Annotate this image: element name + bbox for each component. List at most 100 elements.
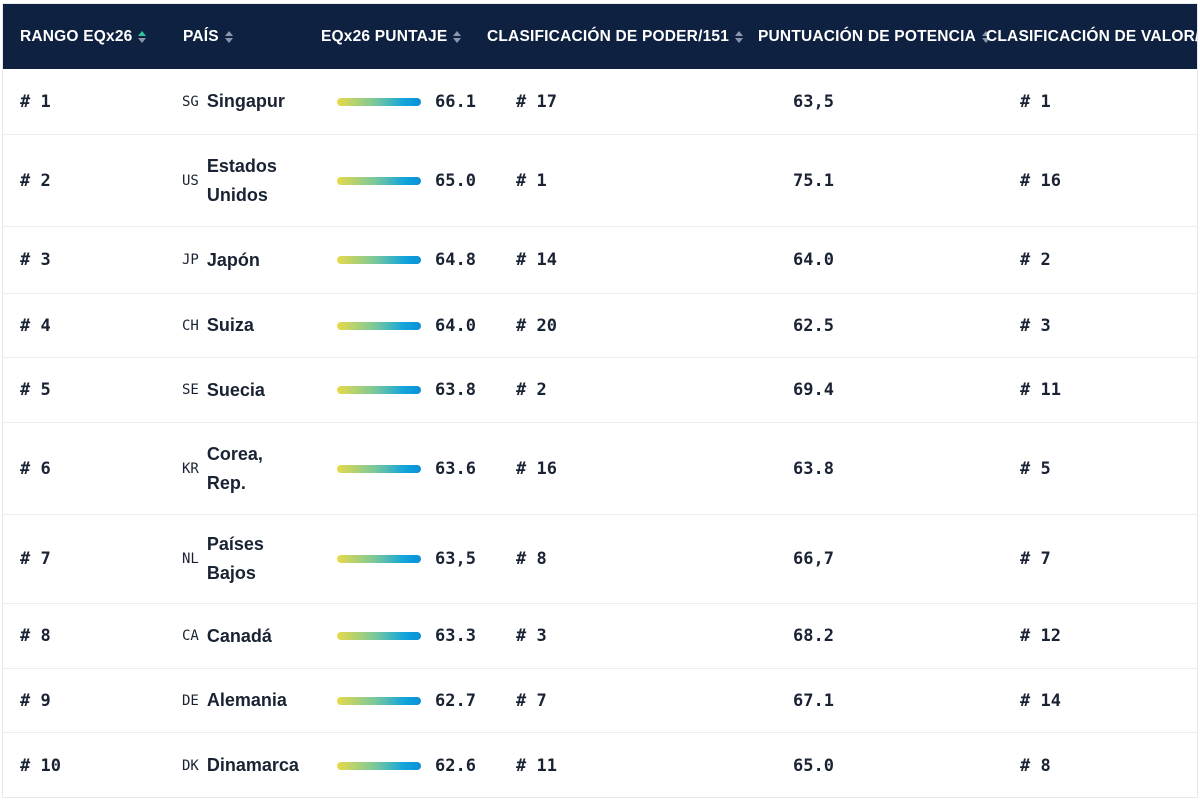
score-value: 66.1 <box>435 91 476 112</box>
power-rank-cell: # 11 <box>516 733 557 797</box>
country-cell[interactable]: JP Japón <box>182 227 299 293</box>
column-header-score-label: EQx26 PUNTAJE <box>321 27 448 45</box>
value-rank-value: # 16 <box>1020 170 1061 191</box>
rank-value: # 5 <box>20 380 51 400</box>
table-row[interactable]: # 8 CA Canadá 63.3 # 3 68.2 # 12 <box>3 604 1197 669</box>
rank-cell: # 9 <box>20 669 51 732</box>
rank-value: # 6 <box>20 458 51 479</box>
power-rank-cell: # 1 <box>516 135 547 226</box>
score-bar <box>337 696 421 705</box>
country-code: DK <box>182 757 199 774</box>
rank-value: # 9 <box>20 690 51 711</box>
country-cell[interactable]: US Estados Unidos <box>182 135 299 226</box>
country-code: SE <box>182 382 199 398</box>
score-value: 63.6 <box>435 458 476 479</box>
country-code: KR <box>182 460 199 477</box>
score-cell: 62.7 <box>337 669 476 732</box>
score-value: 65.0 <box>435 170 476 191</box>
score-bar <box>337 555 421 563</box>
column-header-rank[interactable]: RANGO EQx26 <box>20 4 147 69</box>
value-rank-value: # 8 <box>1020 755 1051 776</box>
country-name[interactable]: Singapur <box>206 91 285 111</box>
country-cell[interactable]: NL Países Bajos <box>182 515 299 603</box>
country-code: NL <box>182 551 199 567</box>
table-row[interactable]: # 4 CH Suiza 64.0 # 20 62.5 # 3 <box>3 294 1197 358</box>
sort-arrows-icon[interactable] <box>735 30 744 43</box>
value-rank-cell: # 5 <box>1020 423 1051 514</box>
score-cell: 65.0 <box>337 135 476 226</box>
score-bar <box>337 321 421 330</box>
column-header-score[interactable]: EQx26 PUNTAJE <box>321 4 462 69</box>
country-name[interactable]: Suecia <box>206 379 265 400</box>
column-header-value-rank[interactable]: CLASIFICACIÓN DE VALOR/151 <box>986 4 1198 69</box>
power-score-cell: 68.2 <box>793 604 834 668</box>
column-header-value-rank-label: CLASIFICACIÓN DE VALOR/151 <box>986 27 1198 45</box>
value-rank-cell: # 14 <box>1020 669 1061 732</box>
country-cell[interactable]: CA Canadá <box>182 604 299 668</box>
value-rank-value: # 3 <box>1020 315 1051 336</box>
score-cell: 62.6 <box>337 733 476 797</box>
country-name[interactable]: Suiza <box>206 315 254 335</box>
power-score-value: 69.4 <box>793 380 834 400</box>
rank-cell: # 8 <box>20 604 51 668</box>
table-row[interactable]: # 5 SE Suecia 63.8 # 2 69.4 # 11 <box>3 358 1197 423</box>
power-rank-value: # 1 <box>516 170 547 191</box>
country-cell[interactable]: SG Singapur <box>182 69 299 134</box>
country-name[interactable]: Alemania <box>206 690 287 710</box>
score-bar <box>337 464 421 473</box>
score-bar <box>337 97 421 106</box>
rank-cell: # 2 <box>20 135 51 226</box>
value-rank-cell: # 12 <box>1020 604 1061 668</box>
table-row[interactable]: # 3 JP Japón 64.8 # 14 64.0 # 2 <box>3 227 1197 294</box>
power-rank-value: # 11 <box>516 755 557 776</box>
country-code: JP <box>182 252 199 268</box>
table-row[interactable]: # 1 SG Singapur 66.1 # 17 63,5 # 1 <box>3 69 1197 135</box>
rank-cell: # 3 <box>20 227 51 293</box>
value-rank-value: # 7 <box>1020 549 1051 569</box>
score-cell: 63.3 <box>337 604 476 668</box>
country-code: CH <box>182 317 199 334</box>
table-row[interactable]: # 6 KR Corea, Rep. 63.6 # 16 63.8 # 5 <box>3 423 1197 515</box>
country-cell[interactable]: CH Suiza <box>182 294 299 357</box>
value-rank-cell: # 3 <box>1020 294 1051 357</box>
column-header-power-rank[interactable]: CLASIFICACIÓN DE PODER/151 <box>487 4 744 69</box>
rank-value: # 4 <box>20 315 51 336</box>
score-value: 64.8 <box>435 250 476 270</box>
country-cell[interactable]: KR Corea, Rep. <box>182 423 299 514</box>
country-name[interactable]: Canadá <box>206 625 272 646</box>
country-code: DE <box>182 692 199 709</box>
value-rank-value: # 2 <box>1020 250 1051 270</box>
power-score-cell: 69.4 <box>793 358 834 422</box>
score-cell: 63,5 <box>337 515 476 603</box>
country-name[interactable]: Dinamarca <box>206 755 299 775</box>
country-name[interactable]: Estados Unidos <box>206 155 277 205</box>
score-cell: 63.8 <box>337 358 476 422</box>
sort-arrows-icon[interactable] <box>224 30 233 43</box>
power-score-cell: 66,7 <box>793 515 834 603</box>
table-row[interactable]: # 7 NL Países Bajos 63,5 # 8 66,7 # 7 <box>3 515 1197 604</box>
sort-arrows-icon[interactable] <box>453 30 462 43</box>
country-cell[interactable]: SE Suecia <box>182 358 299 422</box>
rank-value: # 2 <box>20 170 51 191</box>
country-cell[interactable]: DE Alemania <box>182 669 299 732</box>
power-score-cell: 64.0 <box>793 227 834 293</box>
table-row[interactable]: # 10 DK Dinamarca 62.6 # 11 65.0 # 8 <box>3 733 1197 797</box>
table-row[interactable]: # 9 DE Alemania 62.7 # 7 67.1 # 14 <box>3 669 1197 733</box>
power-score-value: 75.1 <box>793 170 834 191</box>
value-rank-cell: # 7 <box>1020 515 1051 603</box>
power-score-cell: 65.0 <box>793 733 834 797</box>
country-cell[interactable]: DK Dinamarca <box>182 733 299 797</box>
country-name[interactable]: Países Bajos <box>206 534 264 583</box>
country-name[interactable]: Corea, Rep. <box>206 443 263 493</box>
column-header-power-score-label: PUNTUACIÓN DE POTENCIA <box>758 27 976 45</box>
column-header-power-score[interactable]: PUNTUACIÓN DE POTENCIA <box>758 4 990 69</box>
column-header-country[interactable]: PAÍS <box>183 4 233 69</box>
country-name[interactable]: Japón <box>206 249 260 270</box>
table-row[interactable]: # 2 US Estados Unidos 65.0 # 1 75.1 # 16 <box>3 135 1197 227</box>
sort-ascending-icon[interactable] <box>138 30 147 43</box>
score-cell: 64.8 <box>337 227 476 293</box>
power-score-cell: 63,5 <box>793 69 834 134</box>
sort-arrows-icon[interactable] <box>981 30 990 43</box>
score-value: 62.6 <box>435 755 476 776</box>
power-score-cell: 75.1 <box>793 135 834 226</box>
